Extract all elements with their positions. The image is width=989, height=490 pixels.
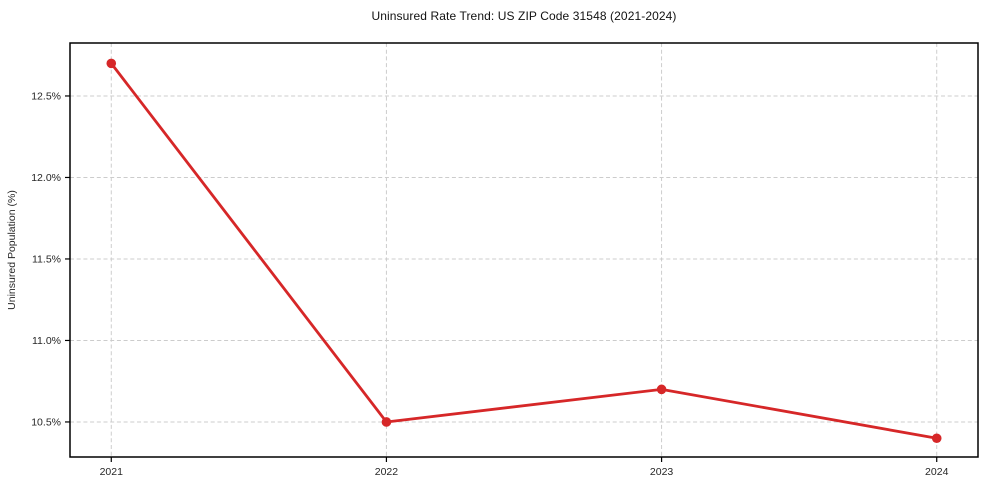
data-point [656,384,667,395]
gridlines [70,43,978,457]
y-tick-label: 11.5% [32,253,61,265]
y-tick-label: 12.5% [31,90,61,102]
x-tick-label: 2024 [925,466,949,478]
y-tick-label: 11.0% [32,335,61,347]
x-tick-label: 2021 [100,466,124,478]
axes-spines [69,42,979,458]
trend-line [109,61,939,440]
tick-labels: 10.5% 11.0% 11.5% 12.0% 12.5% 2021 2022 2023 202… [31,90,948,478]
x-tick-label: 2022 [375,466,399,478]
data-series [106,58,942,444]
data-point [931,433,942,444]
data-point [106,58,117,69]
y-axis-label: Uninsured Population (%) [6,190,18,310]
chart-title: Uninsured Rate Trend: US ZIP Code 31548 … [371,9,677,23]
data-point [381,417,392,427]
x-tick-label: 2023 [650,466,674,478]
axis-ticks [65,95,938,462]
y-tick-label: 12.0% [31,172,61,184]
plot-border [69,42,979,458]
y-tick-label: 10.5% [31,416,61,428]
